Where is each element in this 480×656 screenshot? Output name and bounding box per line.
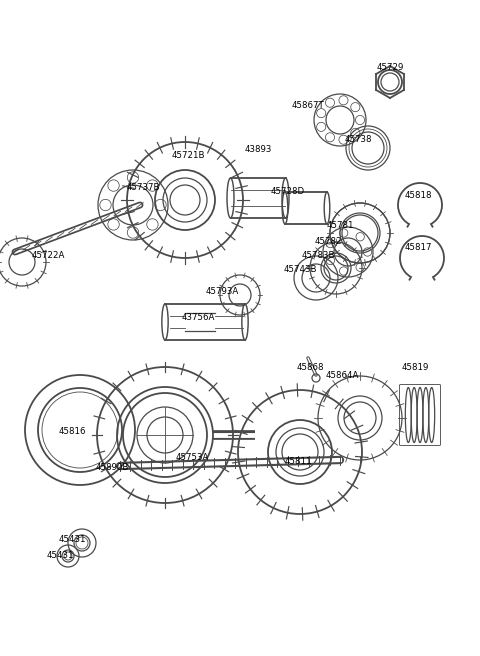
Text: 45819: 45819 — [401, 363, 429, 373]
Text: 45890B: 45890B — [96, 464, 129, 472]
Text: 45864A: 45864A — [325, 371, 359, 380]
Text: 45781: 45781 — [326, 220, 354, 230]
Text: 43893: 43893 — [244, 146, 272, 155]
Text: 45816: 45816 — [58, 428, 86, 436]
Text: 45738: 45738 — [344, 136, 372, 144]
Text: 45729: 45729 — [376, 64, 404, 73]
Text: 45811: 45811 — [284, 457, 312, 466]
Text: 45737B: 45737B — [126, 184, 160, 192]
Text: 45793A: 45793A — [205, 287, 239, 297]
Text: 45722A: 45722A — [31, 251, 65, 260]
Text: 45431: 45431 — [58, 535, 86, 544]
Text: 45721B: 45721B — [171, 150, 205, 159]
Text: 45431: 45431 — [46, 550, 74, 560]
Text: 45782: 45782 — [314, 237, 342, 247]
Text: 45743B: 45743B — [283, 266, 317, 274]
Text: 45783B: 45783B — [301, 251, 335, 260]
Text: 45868: 45868 — [296, 363, 324, 373]
Text: 45818: 45818 — [404, 190, 432, 199]
Text: 45753A: 45753A — [175, 453, 209, 462]
Text: 45728D: 45728D — [271, 188, 305, 197]
Text: 45867T: 45867T — [292, 100, 324, 110]
Text: 43756A: 43756A — [181, 314, 215, 323]
Text: 45817: 45817 — [404, 243, 432, 253]
